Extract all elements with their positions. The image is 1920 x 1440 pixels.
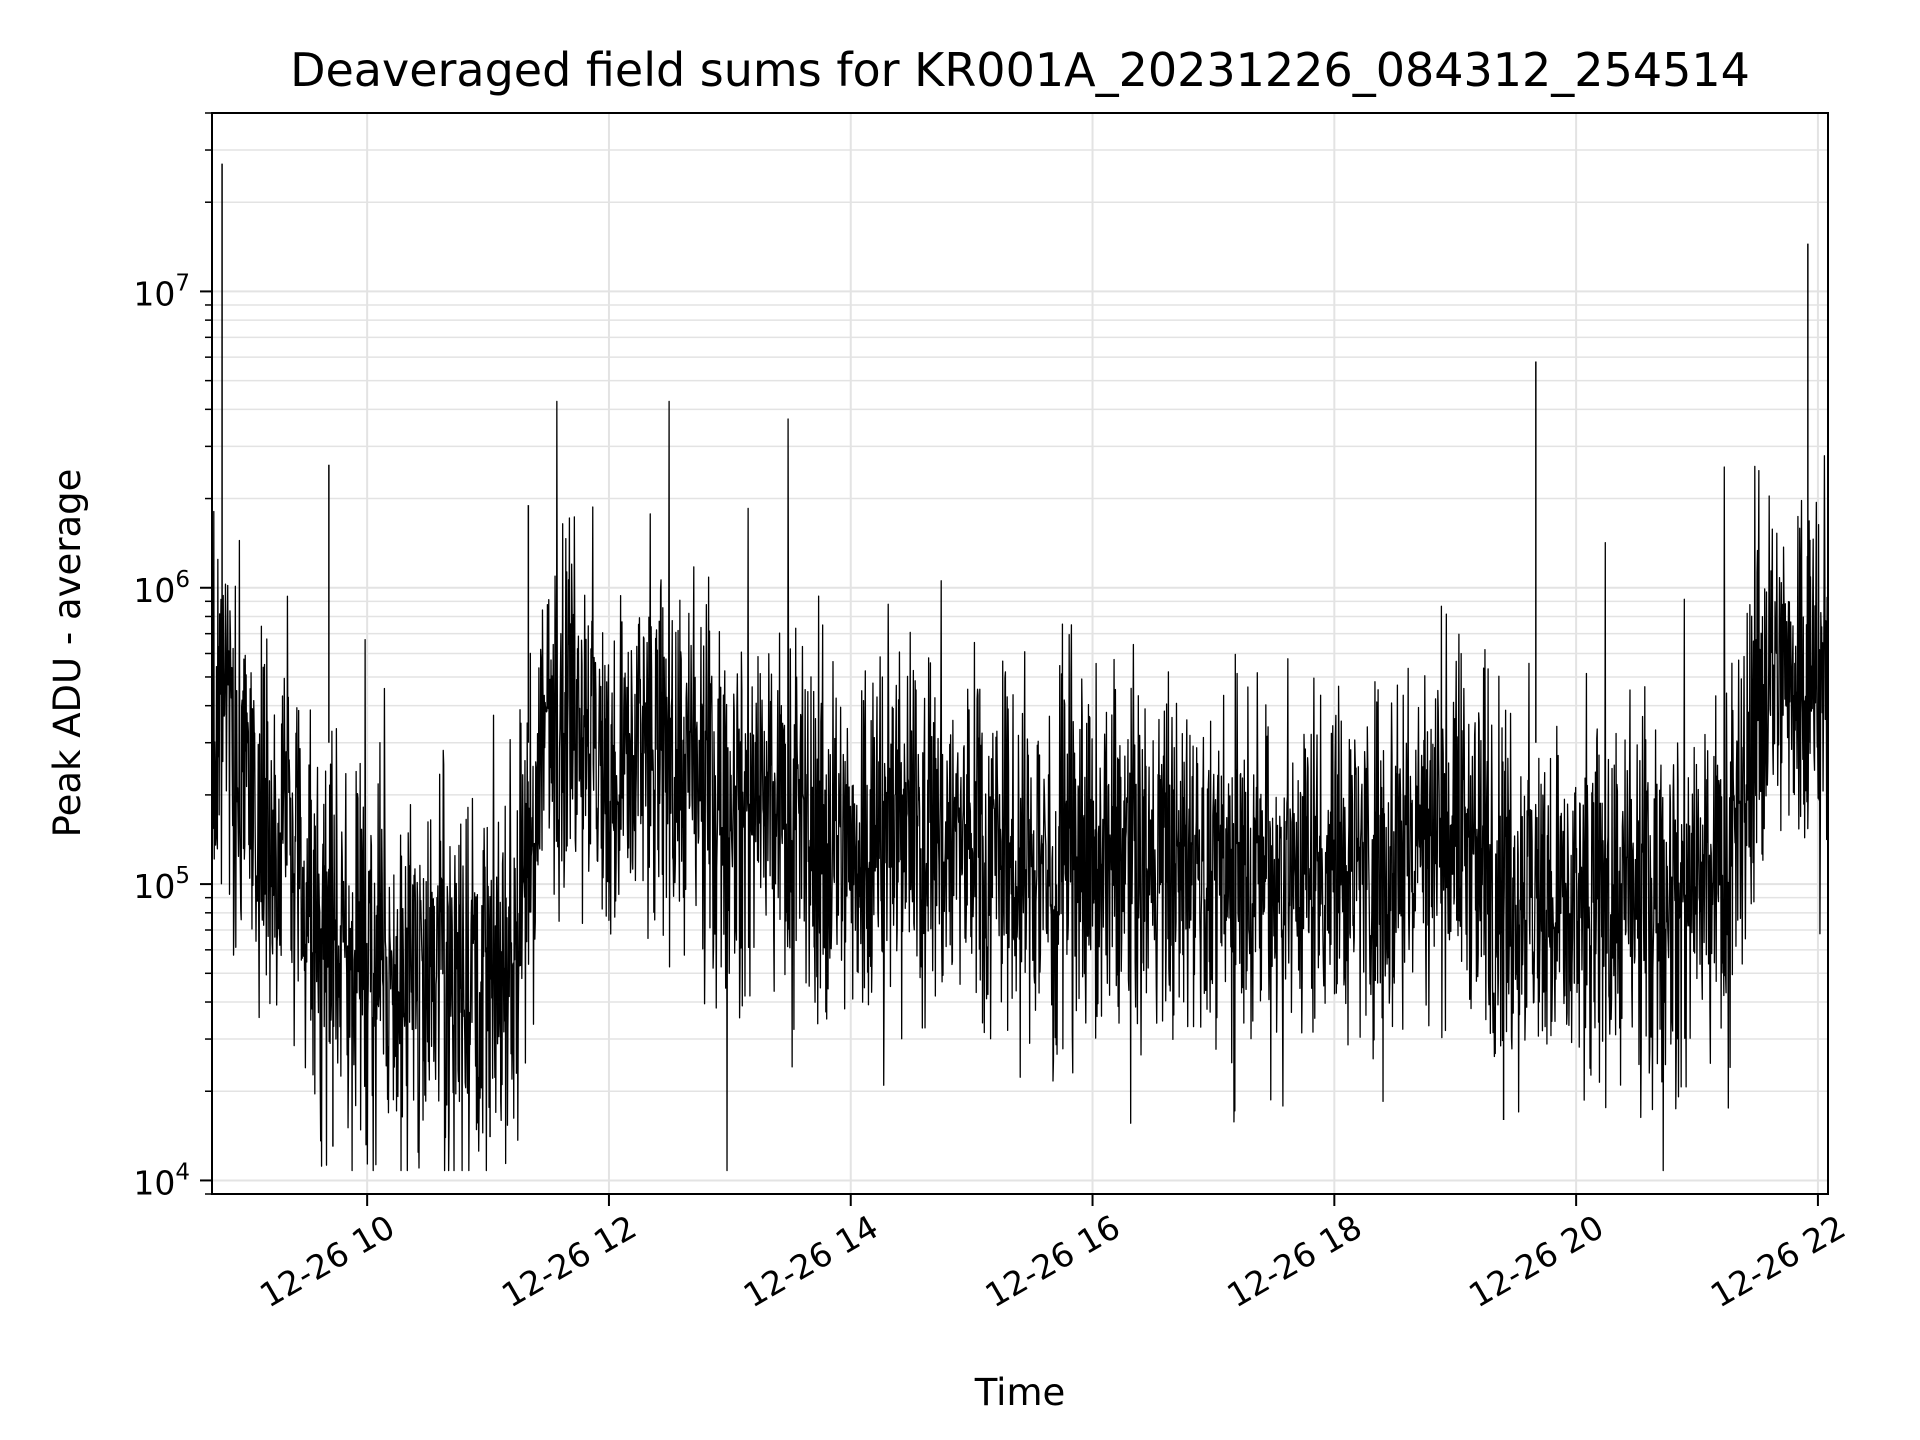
chart-title: Deaveraged field sums for KR001A_2023122… bbox=[290, 43, 1750, 97]
y-tick-label: 106 bbox=[133, 567, 190, 610]
y-axis: 104 105 106 107 bbox=[133, 112, 212, 1202]
y-tick-label: 107 bbox=[133, 270, 190, 313]
y-axis-label: Peak ADU - average bbox=[46, 469, 89, 838]
series-line bbox=[211, 400, 1829, 1172]
y-tick-label: 105 bbox=[133, 863, 190, 906]
x-axis-label: Time bbox=[974, 1371, 1066, 1414]
y-tick-label: 104 bbox=[133, 1159, 190, 1202]
plot-area bbox=[211, 163, 1829, 1172]
